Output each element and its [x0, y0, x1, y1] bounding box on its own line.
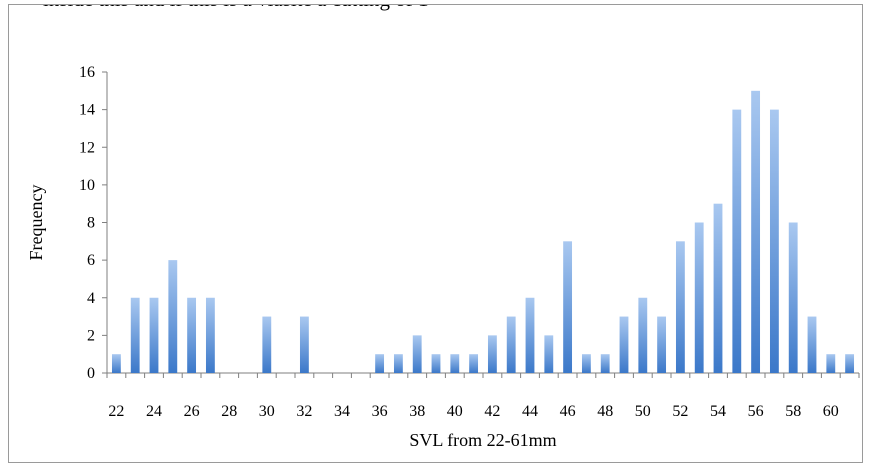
bar [412, 335, 422, 373]
bar [732, 109, 742, 373]
bar [205, 297, 215, 373]
bar [299, 316, 309, 373]
y-axis-title: Frequency [26, 185, 46, 261]
bar [638, 297, 648, 373]
bar [713, 203, 723, 373]
y-tick-label: 0 [87, 365, 95, 382]
x-tick-label: 50 [635, 403, 651, 420]
bar [544, 335, 554, 373]
x-tick-label: 60 [823, 403, 839, 420]
x-tick-label: 52 [672, 403, 688, 420]
x-tick-label: 48 [597, 403, 613, 420]
bar [506, 316, 516, 373]
bar [187, 297, 197, 373]
bar [168, 260, 178, 373]
x-tick-label: 38 [409, 403, 425, 420]
x-tick-label: 58 [785, 403, 801, 420]
y-tick-label: 8 [87, 215, 95, 232]
x-tick-label: 44 [522, 403, 538, 420]
bar [788, 222, 798, 373]
y-tick-label: 6 [87, 252, 95, 269]
x-tick-label: 24 [146, 403, 162, 420]
y-axis: 0 2 4 6 8 10 12 14 16 [79, 64, 108, 382]
bar [262, 316, 272, 373]
bar [845, 354, 855, 373]
x-tick-label: 42 [484, 403, 500, 420]
x-tick-label: 56 [748, 403, 764, 420]
x-axis-title: SVL from 22-61mm [409, 430, 556, 450]
x-tick-label: 36 [372, 403, 388, 420]
x-tick-label: 30 [259, 403, 275, 420]
bar [826, 354, 836, 373]
bar [375, 354, 385, 373]
x-axis: 22 24 26 28 30 32 34 36 38 40 42 44 46 48 50 52 54 56 58 60 [106, 372, 860, 420]
bar [694, 222, 704, 373]
bar [563, 241, 573, 373]
bar [487, 335, 497, 373]
bar [657, 316, 667, 373]
bar [751, 90, 761, 373]
bar [130, 297, 140, 373]
y-tick-label: 10 [79, 177, 95, 194]
bar [431, 354, 441, 373]
bar [450, 354, 460, 373]
bar [581, 354, 591, 373]
bar [807, 316, 817, 373]
y-tick-label: 12 [79, 139, 95, 156]
bar [111, 354, 121, 373]
x-tick-label: 46 [560, 403, 576, 420]
y-tick-label: 14 [79, 102, 95, 119]
bar [619, 316, 629, 373]
x-tick-label: 34 [334, 403, 350, 420]
bar [525, 297, 535, 373]
bar [149, 297, 159, 373]
x-tick-label: 54 [710, 403, 726, 420]
x-tick-label: 22 [108, 403, 124, 420]
bar [675, 241, 685, 373]
x-tick-label: 40 [447, 403, 463, 420]
x-tick-label: 28 [221, 403, 237, 420]
clipped-caption-text: inside this and if this is a viasite a c… [43, 5, 429, 12]
y-tick-label: 4 [87, 290, 95, 307]
bar [469, 354, 479, 373]
x-tick-label: 26 [184, 403, 200, 420]
bar [769, 109, 779, 373]
y-tick-label: 16 [79, 64, 95, 81]
x-tick-label: 32 [296, 403, 312, 420]
y-tick-label: 2 [87, 327, 95, 344]
bar [600, 354, 610, 373]
bar [393, 354, 403, 373]
bars [111, 90, 855, 373]
